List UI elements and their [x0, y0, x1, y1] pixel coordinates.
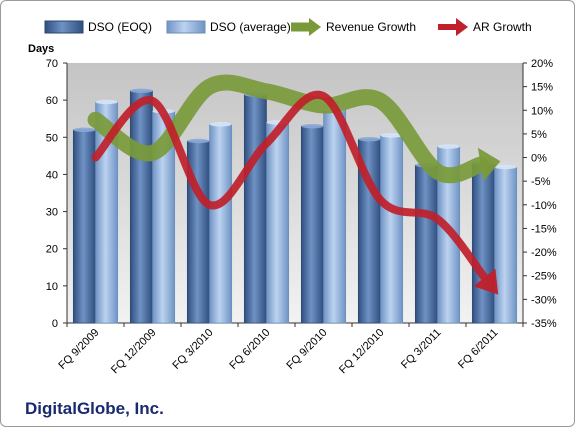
y2-tick-label: -5% [531, 176, 551, 188]
bar-top [130, 88, 153, 94]
bar-top [437, 144, 460, 149]
y2-tick-label: -15% [531, 223, 557, 235]
y2-tick-label: 15% [531, 82, 553, 94]
y-tick-label: 0 [52, 318, 58, 330]
legend-swatch [44, 20, 84, 34]
y2-tick-label: 5% [531, 129, 547, 141]
y2-tick-label: -25% [531, 271, 557, 283]
y-tick-label: 20 [46, 244, 58, 256]
x-tick-label: FQ 6/2010 [227, 327, 272, 372]
bar-top [187, 138, 210, 144]
legend-label: AR Growth [473, 20, 532, 34]
bar [300, 125, 324, 324]
y2-tick-label: -10% [531, 200, 557, 212]
bar-top [95, 99, 118, 105]
x-tick-label: FQ 6/2011 [456, 327, 501, 372]
series-line [87, 74, 489, 184]
bar [129, 90, 153, 324]
series-arrowhead [473, 268, 499, 295]
legend-swatch [166, 20, 206, 34]
bar [471, 162, 495, 324]
y2-tick-label: -20% [531, 247, 557, 259]
y2-tick-label: 20% [531, 58, 553, 70]
bar-top [494, 164, 517, 170]
y2-tick-label: -35% [531, 318, 557, 330]
x-tick-label: FQ 3/2010 [170, 327, 215, 372]
bar [323, 109, 347, 324]
y2-tick-label: 0% [531, 153, 547, 165]
series-arrowhead [477, 147, 501, 182]
x-tick-label: FQ 9/2009 [56, 327, 101, 372]
legend-label: Revenue Growth [326, 20, 416, 34]
y2-tick-label: -30% [531, 294, 557, 306]
bar-top [73, 127, 96, 133]
y-tick-label: 70 [46, 58, 58, 70]
y-axis-label: Days [28, 43, 54, 55]
y-tick-label: 10 [46, 281, 58, 293]
bar [380, 135, 404, 324]
bar-top [301, 123, 324, 129]
bar-top [209, 122, 232, 127]
legend-label: DSO (EOQ) [88, 20, 152, 34]
x-tick-label: FQ 12/2010 [337, 327, 387, 377]
bar [266, 122, 290, 324]
company-name: DigitalGlobe, Inc. [25, 399, 164, 418]
legend-arrow [456, 18, 468, 36]
bar [414, 164, 438, 324]
bar-top [358, 136, 381, 142]
x-tick-label: FQ 3/2011 [399, 327, 444, 372]
bar [243, 94, 267, 324]
bar [494, 166, 518, 324]
series-line [91, 90, 489, 282]
y-tick-label: 50 [46, 132, 58, 144]
legend-arrow [309, 18, 321, 36]
y2-tick-label: 10% [531, 105, 553, 117]
bar-top [380, 133, 403, 138]
x-tick-label: FQ 9/2010 [284, 327, 329, 372]
y-tick-label: 40 [46, 169, 58, 181]
y-tick-label: 60 [46, 95, 58, 107]
legend-label: DSO (average) [210, 20, 291, 34]
y-tick-label: 30 [46, 207, 58, 219]
bar [209, 123, 233, 324]
x-tick-label: FQ 12/2009 [109, 327, 159, 377]
